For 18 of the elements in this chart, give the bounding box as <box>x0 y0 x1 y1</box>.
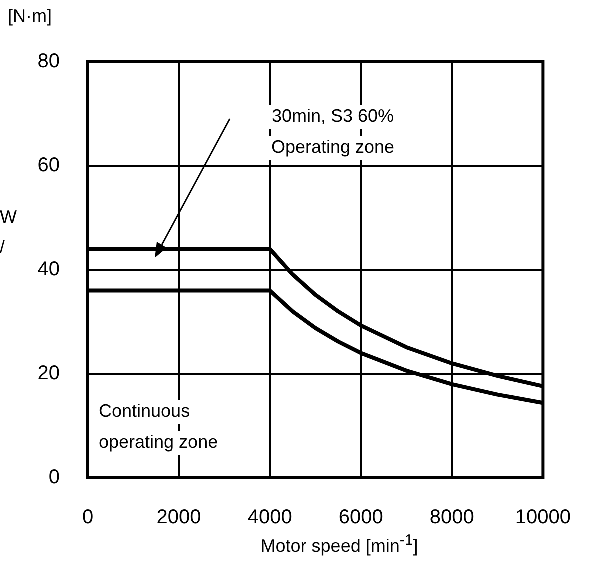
y-tick-label: 80 <box>38 50 60 73</box>
y-tick-label: 60 <box>38 154 60 177</box>
y-tick-label: 40 <box>38 258 60 281</box>
x-tick-label: 0 <box>82 506 94 529</box>
text: / <box>0 236 6 257</box>
x-tick-label: 6000 <box>338 506 384 529</box>
annotation: 30min, S3 60% <box>272 106 394 126</box>
text: W <box>0 206 17 227</box>
x-axis-title: Motor speed [min$^{-1}$] <box>260 532 420 557</box>
y-tick-label: 20 <box>38 362 60 385</box>
annotation: Operating zone <box>271 136 395 157</box>
x-tick-label: 2000 <box>156 506 202 529</box>
x-tick-label: 4000 <box>248 506 292 529</box>
x-tick-label: 10000 <box>515 506 572 529</box>
y-axis-title: [N·m] <box>8 6 52 27</box>
annotation: Continuous operating zone <box>99 400 218 452</box>
y-tick-label: 0 <box>48 466 60 489</box>
x-tick-label: 8000 <box>430 506 474 529</box>
